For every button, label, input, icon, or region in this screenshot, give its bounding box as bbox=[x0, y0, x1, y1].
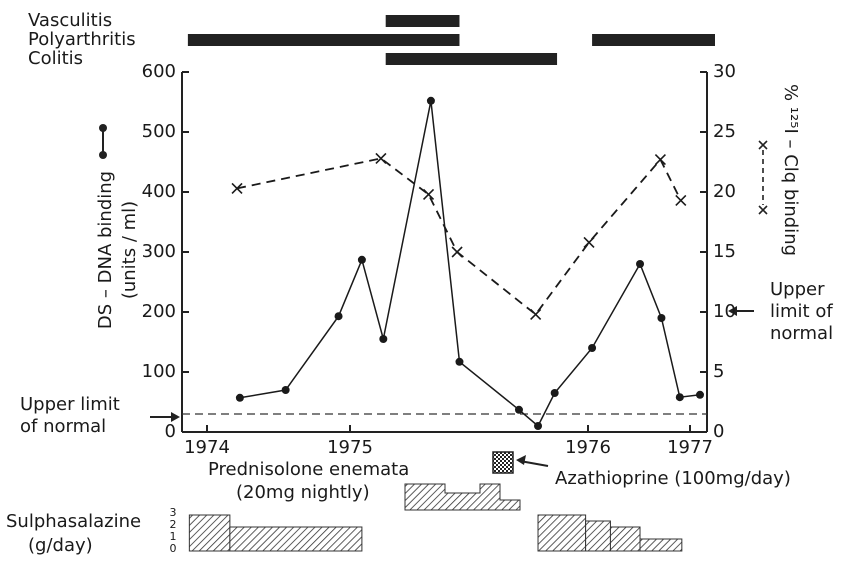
azathioprine-arrow bbox=[519, 460, 549, 467]
y-tick-label: 100 bbox=[142, 361, 176, 382]
data-point bbox=[422, 188, 435, 200]
y-tick-label: 200 bbox=[142, 301, 176, 322]
reference-label: Upper limit bbox=[20, 394, 120, 415]
sulphasalazine-label: Sulphasalazine bbox=[6, 511, 141, 532]
y-tick-label: 600 bbox=[142, 61, 176, 82]
data-point bbox=[375, 152, 387, 164]
data-point bbox=[357, 255, 366, 264]
y2-axis-title: % ¹²⁵I – Clq binding bbox=[780, 84, 801, 256]
data-point bbox=[451, 246, 463, 258]
data-point bbox=[675, 393, 684, 402]
data-point bbox=[654, 154, 666, 166]
data-point bbox=[657, 314, 666, 322]
data-point bbox=[281, 386, 290, 394]
sulph-tick-label: 2 bbox=[170, 518, 177, 531]
series-line bbox=[236, 157, 682, 316]
sulph-tick-label: 3 bbox=[170, 506, 177, 519]
y2-tick-label: 15 bbox=[713, 241, 736, 262]
data-point bbox=[550, 389, 559, 397]
azathioprine-box bbox=[492, 451, 514, 474]
series-line bbox=[239, 100, 701, 428]
sulphasalazine-label: (g/day) bbox=[28, 535, 93, 556]
x-tick-label: 1974 bbox=[184, 437, 230, 458]
y2-tick-label: 0 bbox=[713, 421, 724, 442]
azathioprine-label: Azathioprine (100mg/day) bbox=[555, 468, 791, 489]
data-point bbox=[379, 335, 388, 343]
data-point bbox=[534, 422, 543, 430]
period-bar bbox=[385, 53, 558, 65]
data-point bbox=[514, 405, 523, 414]
sulph-block bbox=[188, 514, 231, 552]
legend-solid bbox=[99, 124, 107, 159]
ref-arrowhead bbox=[728, 306, 737, 316]
ref-arrowhead bbox=[171, 412, 180, 422]
data-point bbox=[235, 393, 244, 402]
x-tick-label: 1977 bbox=[667, 437, 713, 458]
sulph-block bbox=[537, 514, 587, 552]
y2-tick-label: 20 bbox=[713, 181, 736, 202]
y-axis-title: DS – DNA binding bbox=[95, 171, 116, 329]
sulph-tick-label: 1 bbox=[170, 530, 177, 543]
y-tick-label: 0 bbox=[165, 421, 176, 442]
y2-tick-label: 5 bbox=[713, 361, 724, 382]
sulph-block bbox=[609, 526, 641, 552]
azathioprine-arrowhead bbox=[516, 455, 526, 465]
sulph-tick-label: 0 bbox=[170, 542, 177, 555]
period-bar bbox=[385, 15, 460, 27]
y2-tick-label: 25 bbox=[713, 121, 736, 142]
prednisolone-block bbox=[404, 483, 521, 511]
data-point bbox=[696, 390, 704, 399]
x-tick-label: 1975 bbox=[327, 437, 373, 458]
prednisolone-label: (20mg nightly) bbox=[236, 482, 370, 503]
data-point bbox=[334, 312, 343, 321]
data-point bbox=[675, 194, 687, 206]
period-label: Polyarthritis bbox=[28, 29, 136, 50]
y2-tick-label: 30 bbox=[713, 61, 736, 82]
data-point bbox=[636, 260, 645, 268]
period-bar bbox=[187, 34, 460, 46]
reference-label: limit of bbox=[770, 301, 833, 322]
period-label: Colitis bbox=[28, 48, 83, 69]
data-point bbox=[588, 344, 597, 352]
data-point bbox=[455, 357, 464, 366]
prednisolone-label: Prednisolone enemata bbox=[208, 459, 409, 480]
legend-dashed bbox=[758, 140, 768, 215]
data-point bbox=[530, 308, 542, 320]
sulph-block bbox=[229, 526, 363, 552]
sulph-block bbox=[585, 520, 611, 552]
y2-tick-label: 10 bbox=[713, 301, 736, 322]
data-point bbox=[426, 96, 435, 105]
period-label: Vasculitis bbox=[28, 10, 112, 31]
reference-label: Upper bbox=[770, 279, 825, 300]
y-tick-label: 300 bbox=[142, 241, 176, 262]
y-axis-title: (units / ml) bbox=[119, 201, 140, 299]
reference-label: of normal bbox=[20, 416, 106, 437]
data-point bbox=[231, 182, 243, 194]
data-point bbox=[583, 236, 595, 248]
reference-label: normal bbox=[770, 323, 833, 344]
x-tick-label: 1976 bbox=[565, 437, 611, 458]
sulph-block bbox=[639, 538, 683, 552]
period-bar bbox=[592, 34, 715, 46]
y-tick-label: 500 bbox=[142, 121, 176, 142]
y-tick-label: 400 bbox=[142, 181, 176, 202]
